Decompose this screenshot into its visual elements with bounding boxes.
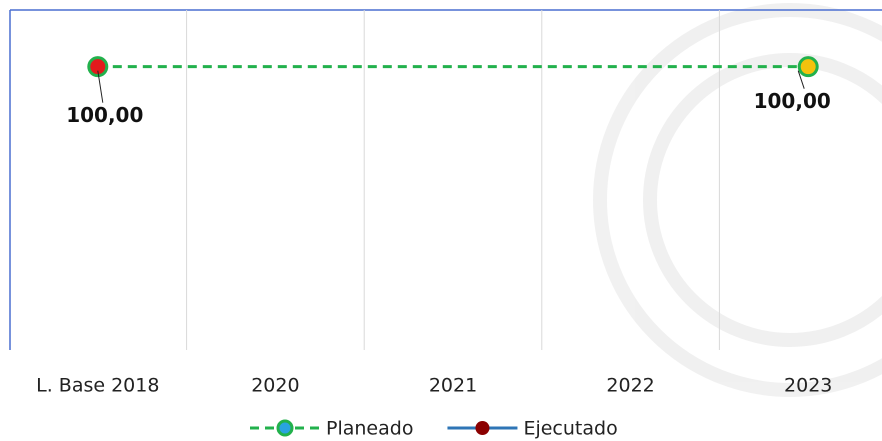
x-tick-label: 2020: [251, 375, 299, 397]
x-tick-label: 2023: [784, 375, 832, 397]
legend-marker: [475, 421, 490, 435]
leader-line: [97, 70, 104, 103]
legend: Planeado Ejecutado: [250, 418, 618, 440]
legend-label: Planeado: [326, 418, 413, 440]
leader-line: [797, 70, 805, 89]
point-marker: [797, 56, 819, 78]
point-marker: [87, 56, 109, 78]
x-tick-label: 2022: [606, 375, 654, 397]
value-label: 100,00: [754, 89, 831, 113]
x-tick-label: L. Base 2018: [36, 375, 159, 397]
x-tick-label: 2021: [429, 375, 477, 397]
value-label: 100,00: [66, 103, 143, 127]
legend-label: Ejecutado: [523, 418, 617, 440]
legend-marker: [276, 419, 294, 437]
